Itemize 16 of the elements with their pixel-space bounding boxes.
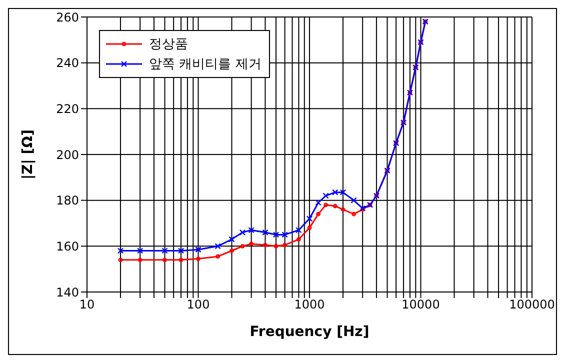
y-tick-label: 200 [56, 148, 79, 162]
x-tick-label: 10 [79, 298, 95, 312]
y-tick-label: 180 [56, 194, 79, 208]
y-tick-label: 160 [56, 239, 79, 254]
legend-label: 정상품 [149, 36, 188, 53]
x-tick-label: 100000 [509, 298, 555, 312]
x-tick-label: 1000 [294, 298, 325, 312]
x-tick-label: 10000 [402, 298, 440, 312]
y-axis-title: |Z| [Ω] [20, 130, 36, 180]
y-tick-label: 240 [56, 56, 79, 70]
x-tick-label: 100 [186, 298, 210, 312]
x-axis-title: Frequency [Hz] [250, 324, 370, 340]
legend-label: 앞쪽 캐비티를 제거 [149, 56, 262, 73]
y-tick-label: 260 [56, 10, 79, 24]
y-tick-label: 140 [56, 285, 79, 300]
y-tick-label: 220 [56, 102, 79, 116]
